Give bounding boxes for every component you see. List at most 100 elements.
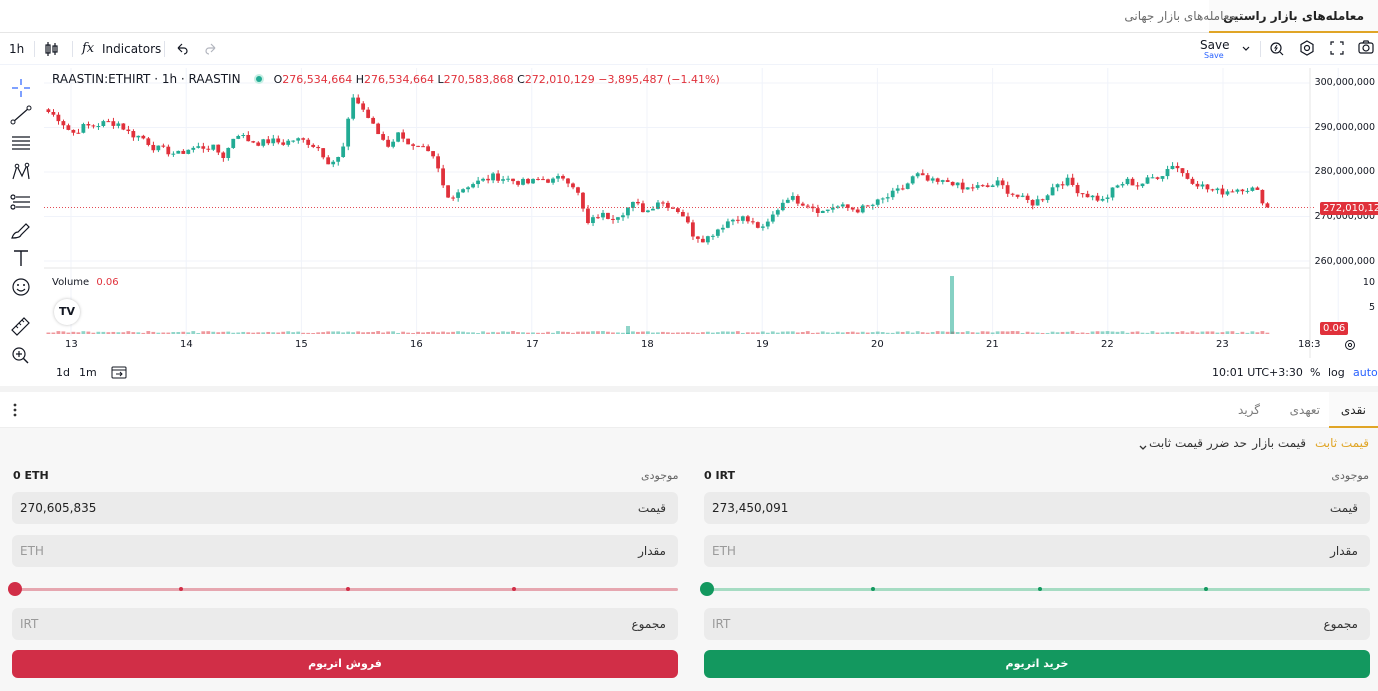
auto-toggle[interactable]: auto bbox=[1353, 366, 1378, 379]
fib-retracement-icon[interactable] bbox=[8, 131, 34, 155]
volume-bar bbox=[151, 331, 156, 334]
candle-body bbox=[551, 178, 555, 183]
volume-bar bbox=[840, 332, 845, 334]
crosshair-icon[interactable] bbox=[8, 76, 34, 100]
brush-icon[interactable] bbox=[8, 218, 34, 242]
projection-icon[interactable] bbox=[8, 190, 34, 214]
price-chart[interactable] bbox=[44, 68, 1378, 358]
candlestick-chart[interactable] bbox=[44, 68, 1378, 358]
buy-price-input[interactable] bbox=[712, 492, 1012, 524]
volume-label: Volume bbox=[52, 277, 90, 288]
order-tabs: نقدی تعهدی گرید bbox=[0, 392, 1378, 428]
tab-spot[interactable]: نقدی bbox=[1328, 392, 1378, 428]
volume-bar bbox=[810, 332, 815, 334]
redo-icon[interactable] bbox=[204, 33, 218, 65]
price-axis[interactable]: 300,000,000 290,000,000 280,000,000 270,… bbox=[1310, 68, 1378, 358]
sell-price-field[interactable]: قیمت bbox=[12, 492, 678, 524]
candle-body bbox=[91, 125, 96, 127]
chevron-down-icon[interactable] bbox=[1241, 33, 1251, 65]
zoom-in-icon[interactable] bbox=[8, 343, 34, 367]
sell-ethereum-button[interactable]: فروش اتریوم bbox=[12, 650, 678, 678]
quick-search-icon[interactable] bbox=[1268, 33, 1286, 65]
percent-toggle[interactable]: % bbox=[1310, 366, 1321, 379]
buy-ethereum-button[interactable]: خرید اتریوم bbox=[704, 650, 1370, 678]
buy-total-input[interactable] bbox=[712, 608, 1012, 640]
sell-amount-input[interactable] bbox=[20, 535, 320, 567]
volume-bar bbox=[1220, 332, 1225, 334]
candle-body bbox=[1230, 191, 1235, 193]
candle-body bbox=[511, 178, 515, 182]
buy-slider-handle[interactable] bbox=[700, 582, 714, 596]
chevron-down-icon[interactable] bbox=[1138, 438, 1148, 457]
volume-bar bbox=[281, 331, 286, 334]
volume-bar bbox=[186, 332, 191, 334]
volume-bar bbox=[141, 332, 146, 334]
time-tick: 23 bbox=[1216, 339, 1229, 350]
sell-amount-field[interactable]: مقدار bbox=[12, 535, 678, 567]
order-type-limit[interactable]: قیمت ثابت bbox=[1314, 436, 1369, 450]
settings-icon[interactable] bbox=[1298, 33, 1316, 65]
more-options-icon[interactable] bbox=[12, 402, 18, 422]
emoji-icon[interactable] bbox=[8, 275, 34, 299]
candle-body bbox=[1185, 173, 1190, 179]
buy-amount-field[interactable]: مقدار bbox=[704, 535, 1370, 567]
time-tick: 13 bbox=[65, 339, 78, 350]
tab-global-market[interactable]: معامله‌های بازار جهانی bbox=[1124, 9, 1236, 23]
candle-body bbox=[406, 138, 411, 145]
clock-timezone[interactable]: 10:01 UTC+3:30 bbox=[1212, 366, 1303, 379]
buy-amount-input[interactable] bbox=[712, 535, 1012, 567]
pattern-icon[interactable] bbox=[8, 160, 34, 184]
candle-body bbox=[910, 176, 915, 184]
market-status-dot bbox=[254, 74, 265, 84]
volume-bar bbox=[980, 331, 985, 334]
indicators-button[interactable]: Indicators bbox=[102, 42, 162, 56]
candles-icon[interactable] bbox=[44, 33, 62, 65]
time-axis[interactable]: 13 14 15 16 17 18 19 20 21 22 23 18:3 bbox=[44, 339, 1378, 355]
tradingview-logo[interactable]: TV bbox=[54, 299, 80, 325]
candle-body bbox=[586, 208, 590, 224]
volume-bar bbox=[1255, 332, 1260, 334]
chart-legend: RAASTIN:ETHIRT · 1h · RAASTIN O276,534,6… bbox=[52, 72, 720, 90]
sell-total-input[interactable] bbox=[20, 608, 320, 640]
order-type-stop-limit[interactable]: حد ضرر قیمت ثابت bbox=[1149, 436, 1247, 450]
high-value: 276,534,664 bbox=[364, 73, 434, 86]
indicators-icon[interactable]: fx bbox=[82, 41, 95, 56]
volume-tag: 0.06 bbox=[1320, 322, 1349, 335]
volume-bar bbox=[725, 331, 730, 334]
sell-price-input[interactable] bbox=[20, 492, 320, 524]
tab-raastin-market[interactable]: معامله‌های بازار راستین bbox=[1209, 0, 1378, 33]
candle-body bbox=[885, 197, 890, 199]
sell-total-field[interactable]: مجموع bbox=[12, 608, 678, 640]
volume-bar bbox=[56, 331, 61, 334]
sell-slider-handle[interactable] bbox=[8, 582, 22, 596]
candle-body bbox=[266, 139, 271, 144]
fullscreen-icon[interactable] bbox=[1329, 33, 1345, 65]
range-1d-button[interactable]: 1d bbox=[56, 366, 70, 379]
tab-margin[interactable]: تعهدی bbox=[1289, 403, 1320, 417]
volume-bar bbox=[586, 331, 590, 334]
candle-body bbox=[840, 204, 845, 207]
save-button[interactable]: Save bbox=[1200, 38, 1230, 52]
symbol-title[interactable]: RAASTIN:ETHIRT · 1h · RAASTIN bbox=[52, 72, 241, 86]
volume-bar bbox=[121, 332, 126, 334]
camera-icon[interactable] bbox=[1357, 33, 1375, 65]
axis-settings-icon[interactable] bbox=[1344, 339, 1356, 354]
trend-line-icon[interactable] bbox=[8, 103, 34, 127]
log-toggle[interactable]: log bbox=[1328, 366, 1345, 379]
tab-grid[interactable]: گرید bbox=[1238, 403, 1260, 417]
buy-total-field[interactable]: مجموع bbox=[704, 608, 1370, 640]
candle-body bbox=[1190, 178, 1195, 184]
sell-amount-slider[interactable] bbox=[8, 582, 678, 596]
volume-bar bbox=[890, 332, 895, 334]
volume-bar bbox=[51, 332, 56, 334]
ruler-icon[interactable] bbox=[8, 314, 34, 338]
undo-icon[interactable] bbox=[175, 33, 189, 65]
buy-amount-slider[interactable] bbox=[700, 582, 1370, 596]
order-type-market[interactable]: قیمت بازار bbox=[1252, 436, 1306, 450]
candle-body bbox=[411, 144, 415, 146]
date-range-icon[interactable] bbox=[110, 364, 128, 383]
range-1m-button[interactable]: 1m bbox=[79, 366, 97, 379]
interval-selector[interactable]: 1h bbox=[9, 42, 25, 56]
text-tool-icon[interactable] bbox=[8, 246, 34, 270]
buy-price-field[interactable]: قیمت bbox=[704, 492, 1370, 524]
